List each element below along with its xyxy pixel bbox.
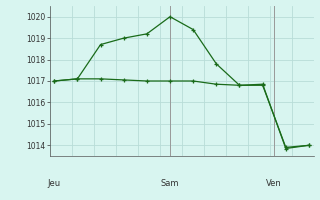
Text: Ven: Ven	[266, 178, 282, 188]
Text: Jeu: Jeu	[48, 178, 61, 188]
Text: Sam: Sam	[161, 178, 179, 188]
